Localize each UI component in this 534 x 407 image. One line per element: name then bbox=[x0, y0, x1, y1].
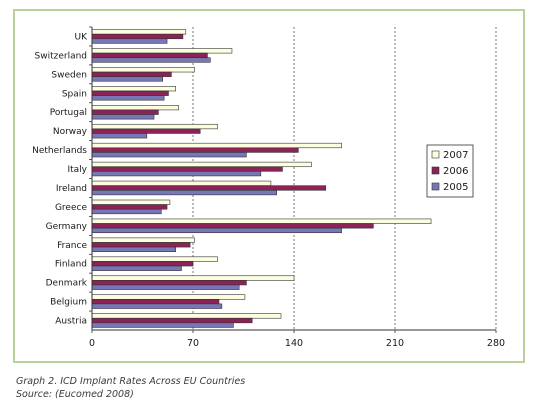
bar-2006-austria bbox=[91, 317, 253, 324]
category-labels: UK Switzerland Sweden Spain Portugal Norway Ne… bbox=[32, 32, 88, 326]
bar-group bbox=[91, 29, 432, 328]
category-label: Denmark bbox=[46, 279, 88, 289]
bar-2006-italy bbox=[91, 166, 283, 172]
bar-2007-uk bbox=[91, 29, 187, 35]
legend-label-2007: 2007 bbox=[443, 150, 468, 161]
x-tick-label: 280 bbox=[487, 338, 505, 349]
bar-2007-switzerland bbox=[91, 48, 233, 54]
bar-2007-belgium bbox=[91, 294, 246, 300]
x-tick-label: 140 bbox=[285, 338, 303, 349]
bar-2006-germany bbox=[91, 223, 374, 229]
category-label: Ireland bbox=[56, 184, 87, 194]
bar-chart: UK Switzerland Sweden Spain Portugal Norway Ne… bbox=[32, 26, 505, 349]
bar-2005-austria bbox=[91, 322, 234, 328]
category-label: Belgium bbox=[50, 298, 87, 308]
category-label: UK bbox=[75, 32, 89, 42]
bar-2007-germany bbox=[91, 218, 432, 224]
category-label: Netherlands bbox=[32, 146, 87, 156]
bar-2007-austria bbox=[91, 313, 282, 319]
bar-2005-greece bbox=[91, 208, 162, 215]
bar-2006-uk bbox=[91, 33, 184, 40]
bar-2005-germany bbox=[91, 227, 342, 234]
bar-2006-finland bbox=[91, 261, 194, 267]
bar-2005-spain bbox=[91, 95, 165, 101]
bar-2007-ireland bbox=[91, 180, 272, 186]
category-label: France bbox=[57, 241, 87, 251]
chart-caption-title: Graph 2. ICD Implant Rates Across EU Cou… bbox=[16, 376, 246, 387]
bar-2005-switzerland bbox=[91, 57, 211, 63]
x-tick-label: 210 bbox=[386, 338, 404, 349]
bar-2006-norway bbox=[91, 128, 201, 134]
category-label: Sweden bbox=[51, 70, 87, 80]
category-label: Switzerland bbox=[35, 51, 88, 61]
bar-2007-italy bbox=[91, 161, 312, 168]
bar-2007-sweden bbox=[91, 67, 195, 73]
tick-labels: 0 70 140 210 280 bbox=[89, 338, 505, 349]
category-label: Austria bbox=[55, 317, 87, 327]
category-label: Norway bbox=[53, 127, 88, 137]
bar-2006-switzerland bbox=[91, 52, 208, 59]
bar-2007-denmark bbox=[91, 275, 295, 281]
bar-2005-ireland bbox=[91, 189, 277, 196]
legend: 2007 2006 2005 bbox=[426, 144, 474, 198]
category-label: Italy bbox=[67, 165, 87, 175]
category-label: Portugal bbox=[50, 108, 87, 118]
bar-2007-portugal bbox=[91, 105, 179, 111]
axes bbox=[89, 26, 497, 333]
bar-2006-greece bbox=[91, 204, 168, 210]
bar-2007-netherlands bbox=[91, 142, 342, 149]
bar-2006-france bbox=[91, 242, 191, 248]
bar-2005-belgium bbox=[91, 303, 223, 309]
bar-2005-italy bbox=[91, 171, 262, 177]
bar-2005-france bbox=[91, 246, 176, 252]
bar-2005-portugal bbox=[91, 114, 155, 120]
bar-2006-denmark bbox=[91, 280, 247, 286]
bar-2005-norway bbox=[91, 133, 148, 139]
category-label: Finland bbox=[55, 260, 87, 270]
x-tick-label: 0 bbox=[89, 338, 95, 349]
bar-2006-belgium bbox=[91, 298, 220, 305]
bar-2006-netherlands bbox=[91, 147, 299, 153]
bar-2005-denmark bbox=[91, 284, 240, 290]
bar-2006-sweden bbox=[91, 71, 172, 77]
category-label: Greece bbox=[55, 203, 87, 213]
legend-swatch-2007 bbox=[431, 150, 440, 159]
bar-2006-spain bbox=[91, 90, 169, 96]
chart-caption-source: Source: (Eucomed 2008) bbox=[16, 389, 134, 400]
x-tick-label: 70 bbox=[187, 338, 199, 349]
bar-2005-uk bbox=[91, 38, 168, 44]
bar-2007-spain bbox=[91, 86, 176, 92]
bar-2005-netherlands bbox=[91, 152, 247, 158]
legend-swatch-2006 bbox=[431, 166, 440, 175]
bar-2005-sweden bbox=[91, 76, 163, 82]
bar-2006-ireland bbox=[91, 185, 327, 191]
category-label: Germany bbox=[46, 222, 88, 232]
bar-2007-greece bbox=[91, 199, 171, 205]
bar-2007-norway bbox=[91, 123, 218, 130]
legend-swatch-2005 bbox=[431, 182, 440, 191]
category-label: Spain bbox=[62, 89, 87, 99]
legend-label-2006: 2006 bbox=[443, 166, 468, 177]
bar-2005-finland bbox=[91, 265, 182, 271]
legend-label-2005: 2005 bbox=[443, 182, 468, 193]
bar-2007-france bbox=[91, 237, 195, 243]
bar-2006-portugal bbox=[91, 109, 159, 115]
bar-2007-finland bbox=[91, 256, 218, 262]
